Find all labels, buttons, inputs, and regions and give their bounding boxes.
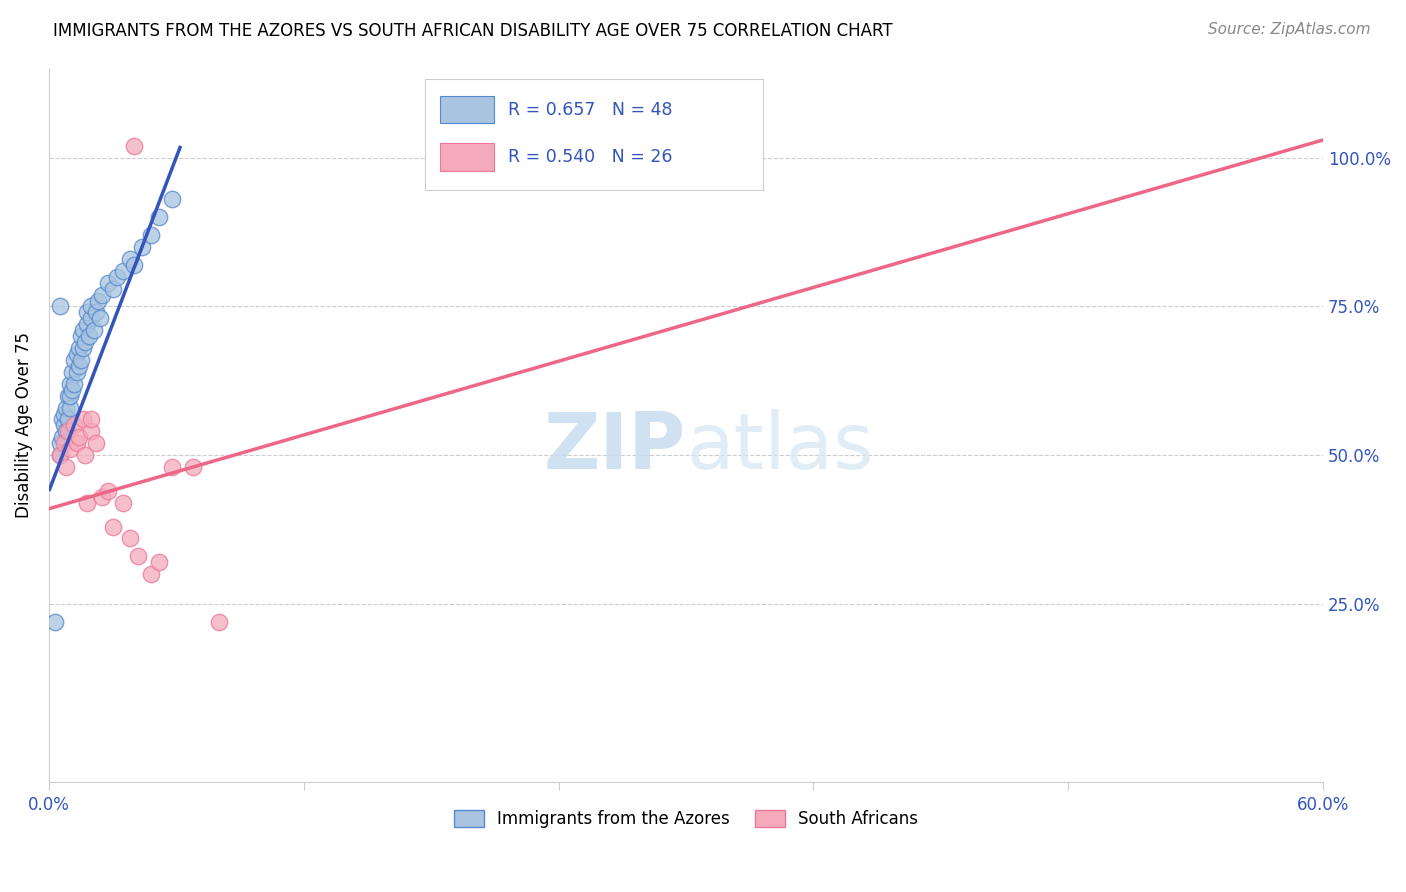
Point [97, 276, 120, 290]
Point [148, 555, 170, 569]
Point [84, 436, 107, 450]
Text: Source: ZipAtlas.com: Source: ZipAtlas.com [1208, 22, 1371, 37]
Point [118, 532, 141, 546]
Text: R = 0.657   N = 48: R = 0.657 N = 48 [508, 101, 672, 119]
Point [60, 383, 83, 397]
Point [122, 258, 145, 272]
Point [160, 193, 183, 207]
FancyBboxPatch shape [440, 96, 494, 123]
Point [65, 436, 87, 450]
Point [76, 318, 98, 332]
Point [55, 401, 77, 415]
Point [112, 264, 135, 278]
Point [59, 401, 82, 415]
Point [97, 483, 120, 498]
Text: R = 0.540   N = 26: R = 0.540 N = 26 [508, 148, 672, 166]
Point [56, 412, 79, 426]
Point [208, 615, 231, 629]
Point [67, 359, 90, 373]
Point [139, 228, 162, 243]
Y-axis label: Disability Age Over 75: Disability Age Over 75 [15, 333, 32, 518]
Point [131, 240, 153, 254]
Point [69, 329, 91, 343]
Point [76, 496, 98, 510]
Point [52, 418, 75, 433]
Point [160, 460, 183, 475]
Point [76, 305, 98, 319]
Point [65, 347, 87, 361]
Point [63, 353, 86, 368]
Point [75, 448, 97, 462]
Point [101, 282, 124, 296]
Point [59, 376, 82, 391]
Text: ZIP: ZIP [544, 409, 686, 485]
Point [79, 329, 101, 343]
Point [56, 389, 79, 403]
Point [55, 460, 77, 475]
Point [48, 448, 70, 462]
Point [80, 311, 103, 326]
Point [91, 490, 114, 504]
Point [59, 442, 82, 457]
FancyBboxPatch shape [425, 79, 762, 190]
Point [59, 389, 82, 403]
Point [52, 436, 75, 450]
Point [80, 412, 103, 426]
Point [72, 412, 94, 426]
Point [122, 139, 145, 153]
Point [148, 211, 170, 225]
Point [69, 353, 91, 368]
Point [112, 496, 135, 510]
Point [183, 460, 205, 475]
Point [51, 430, 73, 444]
Point [72, 323, 94, 337]
Point [63, 418, 86, 433]
Point [65, 365, 87, 379]
Point [67, 430, 90, 444]
Point [101, 519, 124, 533]
Text: atlas: atlas [686, 409, 873, 485]
Point [60, 365, 83, 379]
Point [72, 341, 94, 355]
Point [91, 287, 114, 301]
Point [139, 567, 162, 582]
Point [80, 425, 103, 439]
Point [56, 425, 79, 439]
Point [105, 269, 128, 284]
Point [48, 448, 70, 462]
Point [67, 341, 90, 355]
Point [83, 323, 105, 337]
Point [89, 311, 111, 326]
Point [80, 300, 103, 314]
Point [51, 412, 73, 426]
Point [55, 425, 77, 439]
Point [127, 549, 149, 564]
Point [44, 615, 66, 629]
Text: IMMIGRANTS FROM THE AZORES VS SOUTH AFRICAN DISABILITY AGE OVER 75 CORRELATION C: IMMIGRANTS FROM THE AZORES VS SOUTH AFRI… [53, 22, 893, 40]
FancyBboxPatch shape [440, 144, 494, 170]
Point [118, 252, 141, 266]
Point [52, 407, 75, 421]
Point [87, 293, 110, 308]
Point [84, 305, 107, 319]
Legend: Immigrants from the Azores, South Africans: Immigrants from the Azores, South Africa… [447, 803, 925, 835]
Point [63, 376, 86, 391]
Point [48, 436, 70, 450]
Point [75, 335, 97, 350]
Point [48, 300, 70, 314]
